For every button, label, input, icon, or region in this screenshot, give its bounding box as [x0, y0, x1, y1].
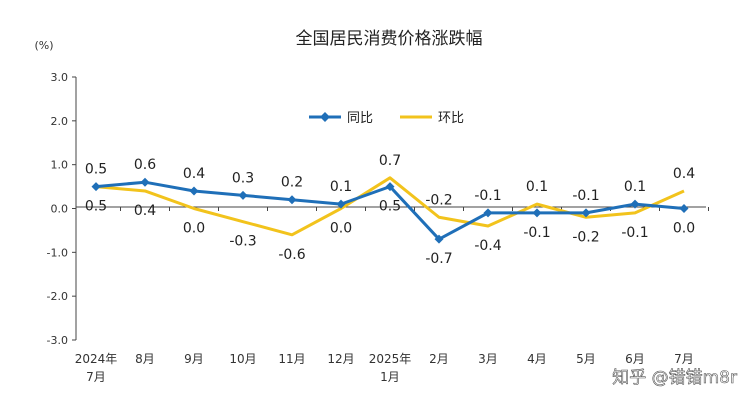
data-point [532, 208, 542, 218]
x-axis-ticks: 2024年 7月 8月 9月 10月 11月 12月 2025年 1月 2月 3月 4月 5月 6月 7月 [75, 207, 709, 384]
data-label: 0.2 [281, 175, 303, 191]
data-label: 0.0 [330, 221, 352, 237]
data-label: -0.4 [474, 238, 501, 254]
y-tick-label: -2.0 [47, 290, 68, 303]
x-tick-label: 2024年 [75, 352, 118, 366]
y-tick-label: -3.0 [47, 334, 68, 347]
x-tick-label: 1月 [380, 370, 400, 384]
data-point [581, 208, 591, 218]
y-tick-label: 2.0 [51, 115, 69, 128]
data-label: 0.0 [183, 221, 205, 237]
x-tick-label: 2025年 [369, 352, 412, 366]
x-tick-label: 12月 [327, 352, 354, 366]
legend-item-mom: 环比 [400, 111, 464, 126]
data-label: 0.1 [526, 179, 548, 195]
data-labels: 0.5 0.6 0.4 0.3 0.2 0.1 0.5 -0.7 -0.1 -0.1 -0.1 0.1… [85, 153, 695, 267]
data-point [287, 195, 297, 205]
y-axis-ticks: 3.0 2.0 1.0 0.0 -1.0 -2.0 -3.0 [47, 71, 76, 347]
data-label: -0.2 [425, 192, 452, 208]
data-label: -0.1 [572, 188, 599, 204]
data-label: 0.4 [673, 166, 695, 182]
series-yoy [91, 177, 689, 244]
data-label: -0.1 [523, 225, 550, 241]
data-point [434, 234, 444, 244]
legend-label-mom: 环比 [438, 111, 464, 126]
data-point [140, 177, 150, 187]
watermark: 知乎 @错错m8r [612, 368, 737, 388]
data-point [336, 199, 346, 209]
chart-title: 全国居民消费价格涨跌幅 [296, 29, 483, 49]
legend-item-yoy: 同比 [309, 111, 373, 126]
x-tick-label: 7月 [86, 370, 106, 384]
x-tick-label: 6月 [625, 352, 645, 366]
data-label: 0.5 [85, 199, 107, 215]
x-tick-label: 8月 [135, 352, 155, 366]
legend: 同比 环比 [309, 111, 464, 126]
data-label: -0.1 [474, 188, 501, 204]
data-label: 0.1 [330, 179, 352, 195]
x-tick-label: 4月 [527, 352, 547, 366]
data-label: 0.7 [379, 153, 401, 169]
data-point [630, 199, 640, 209]
x-tick-label: 2月 [429, 352, 449, 366]
x-tick-label: 9月 [184, 352, 204, 366]
data-label: -0.3 [229, 234, 256, 250]
y-tick-label: 3.0 [51, 71, 69, 84]
data-label: -0.7 [425, 251, 452, 267]
data-point [679, 204, 689, 213]
data-point [385, 182, 395, 192]
y-tick-label: 0.0 [51, 203, 69, 216]
legend-marker-yoy [320, 112, 330, 122]
y-tick-label: -1.0 [47, 246, 68, 259]
data-point [483, 208, 493, 218]
data-label: 0.5 [379, 199, 401, 215]
x-tick-label: 3月 [478, 352, 498, 366]
data-label: -0.2 [572, 229, 599, 245]
x-tick-label: 5月 [576, 352, 596, 366]
data-point [91, 182, 101, 192]
data-point [238, 190, 248, 200]
y-tick-label: 1.0 [51, 159, 69, 172]
data-label: -0.1 [621, 225, 648, 241]
x-tick-label: 11月 [278, 352, 305, 366]
data-label: 0.3 [232, 170, 254, 186]
y-unit-label: (%) [34, 39, 53, 52]
legend-label-yoy: 同比 [347, 111, 373, 126]
data-label: 0.5 [85, 162, 107, 178]
data-label: 0.4 [134, 203, 156, 219]
data-label: 0.6 [134, 157, 156, 173]
data-label: 0.0 [673, 221, 695, 237]
data-point [189, 186, 199, 196]
data-label: -0.6 [278, 247, 305, 263]
data-label: 0.1 [624, 179, 646, 195]
data-label: 0.4 [183, 166, 205, 182]
x-tick-label: 10月 [229, 352, 256, 366]
x-tick-label: 7月 [674, 352, 694, 366]
